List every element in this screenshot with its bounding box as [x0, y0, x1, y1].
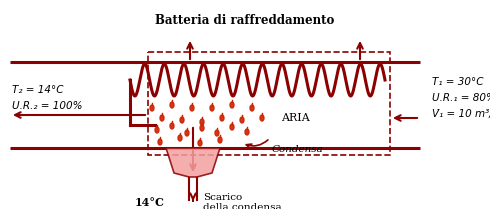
Text: T₁ = 30°C: T₁ = 30°C: [432, 77, 484, 87]
Text: U.R.₂ = 100%: U.R.₂ = 100%: [12, 101, 82, 111]
Ellipse shape: [158, 139, 162, 145]
Ellipse shape: [240, 117, 244, 123]
Ellipse shape: [200, 119, 204, 125]
Ellipse shape: [170, 123, 174, 129]
Ellipse shape: [260, 115, 264, 121]
Ellipse shape: [180, 117, 184, 123]
Ellipse shape: [230, 124, 234, 130]
Ellipse shape: [200, 125, 204, 131]
Text: T₂ = 14°C: T₂ = 14°C: [12, 85, 64, 95]
Text: Batteria di raffreddamento: Batteria di raffreddamento: [155, 14, 335, 27]
Ellipse shape: [150, 105, 154, 111]
Ellipse shape: [198, 140, 202, 146]
Ellipse shape: [178, 135, 182, 141]
Text: 14°C: 14°C: [135, 196, 165, 208]
Ellipse shape: [245, 129, 249, 135]
Ellipse shape: [170, 102, 174, 108]
Ellipse shape: [218, 137, 222, 143]
Ellipse shape: [220, 115, 224, 121]
Ellipse shape: [185, 130, 189, 136]
Text: ARIA: ARIA: [281, 113, 310, 123]
Text: V̇₁ = 10 m³/min: V̇₁ = 10 m³/min: [432, 109, 490, 119]
Text: della condensa: della condensa: [203, 204, 282, 209]
Ellipse shape: [190, 105, 194, 111]
Text: U.R.₁ = 80%: U.R.₁ = 80%: [432, 93, 490, 103]
Text: Condensa: Condensa: [272, 145, 324, 154]
Ellipse shape: [210, 105, 214, 111]
Polygon shape: [166, 148, 220, 177]
Text: Scarico: Scarico: [203, 194, 242, 203]
Bar: [148, 52, 390, 155]
Ellipse shape: [160, 115, 164, 121]
Ellipse shape: [155, 127, 159, 133]
Ellipse shape: [250, 105, 254, 111]
Ellipse shape: [215, 130, 219, 136]
Ellipse shape: [230, 102, 234, 108]
